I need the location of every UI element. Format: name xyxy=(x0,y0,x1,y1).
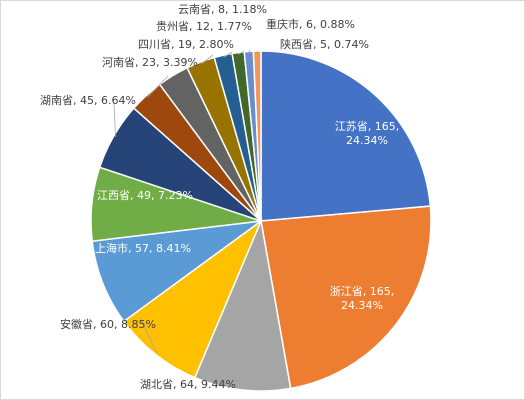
pie-slices xyxy=(90,50,432,392)
data-label-安徽省: 安徽省, 60, 8.85% xyxy=(60,317,156,331)
leader-lines xyxy=(113,49,259,389)
pie-slice-陕西省 xyxy=(252,50,262,222)
pie-slice-安徽省 xyxy=(122,218,263,379)
data-labels: 江苏省, 165, 24.34% 浙江省, 165, 24.34% 湖北省, 64, 9… xyxy=(40,3,399,391)
leader-line-河南省 xyxy=(147,75,169,98)
pie-slice-上海市 xyxy=(91,219,264,323)
pie-slice-浙江省 xyxy=(260,205,432,390)
data-label-浙江省: 浙江省, 165, 24.34% xyxy=(330,285,395,312)
data-label-四川省: 四川省, 19, 2.80% xyxy=(138,38,234,51)
leader-line-贵州省 xyxy=(223,51,233,58)
data-label-江西省: 江西省, 49, 7.23% xyxy=(97,189,193,202)
data-label-陕西省: 陕西省, 5, 0.74% xyxy=(280,37,369,51)
leader-line-重庆市 xyxy=(248,49,251,54)
data-label-湖南省: 湖南省, 45, 6.64% xyxy=(40,94,136,107)
leader-line-湖南省 xyxy=(113,102,116,138)
data-label-云南省: 云南省, 8, 1.18% xyxy=(178,3,267,16)
pie-slice-湖北省 xyxy=(193,218,292,392)
leader-line-四川省 xyxy=(200,54,214,65)
data-label-上海市: 上海市, 57, 8.41% xyxy=(95,241,191,255)
data-label-重庆市: 重庆市, 6, 0.88% xyxy=(266,17,355,31)
pie-slice-江苏省 xyxy=(260,50,432,222)
data-label-江苏省: 江苏省, 165, 24.34% xyxy=(335,120,400,147)
leader-line-湖北省 xyxy=(217,371,243,389)
leader-line-云南省 xyxy=(238,50,245,55)
data-label-河南省: 河南省, 23, 3.39% xyxy=(102,56,198,69)
data-label-湖北省: 湖北省, 64, 9.44% xyxy=(140,378,236,391)
leader-line-安徽省 xyxy=(139,317,158,353)
leader-line-陕西省 xyxy=(256,50,259,54)
data-label-贵州省: 贵州省, 12, 1.77% xyxy=(156,20,252,33)
